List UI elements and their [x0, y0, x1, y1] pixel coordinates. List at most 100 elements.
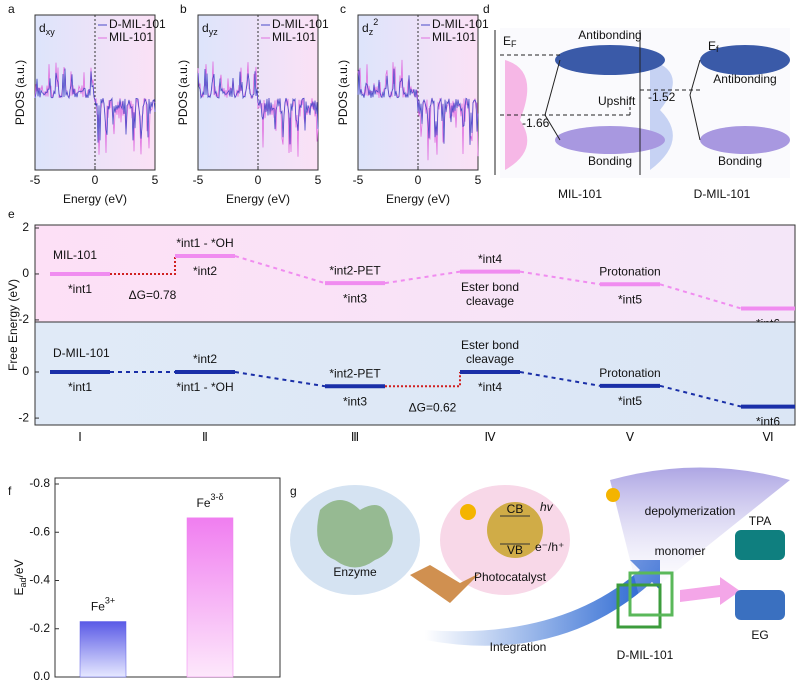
bar-label-base: Fe	[196, 496, 210, 510]
level-label: *int1	[68, 380, 92, 394]
ef-label: EF	[503, 34, 517, 49]
level-label: *int2	[193, 352, 217, 366]
level-label: Ester bond	[461, 338, 519, 352]
y-axis-title-base: E	[12, 588, 26, 596]
legend-label: D-MIL-101	[432, 17, 489, 31]
pdos-curve	[197, 69, 319, 145]
bar-label: Fe3-δ	[196, 492, 223, 510]
delta-g-label: ΔG=0.78	[129, 288, 177, 302]
orbital-label: dxy	[39, 21, 55, 37]
sun	[460, 504, 476, 520]
level-label: *int3	[343, 394, 367, 408]
orbital-label-sub: z	[369, 27, 374, 37]
x-tick-label: 0	[255, 173, 262, 187]
cb-label: CB	[507, 502, 524, 516]
antibonding-label: Antibonding	[578, 28, 641, 42]
y-tick-label: -2	[18, 312, 29, 326]
x-tick-label: 0	[415, 173, 422, 187]
monomer-label: monomer	[655, 544, 706, 558]
integration-label: Integration	[490, 640, 547, 654]
pdos-curve	[34, 68, 156, 143]
x-tick-label: -5	[30, 173, 41, 187]
x-axis-title: Energy (eV)	[386, 192, 450, 206]
connector	[519, 371, 601, 387]
connector	[234, 371, 326, 388]
panel-label: e	[8, 207, 15, 221]
level-label: *int5	[618, 292, 642, 306]
bond-right	[700, 126, 790, 154]
panel-label: f	[8, 484, 12, 498]
panel-label: b	[180, 2, 187, 16]
x-tick-label: Ⅰ	[78, 430, 82, 444]
y-axis-title: PDOS (a.u.)	[13, 60, 27, 125]
bar-label-sup: 3+	[105, 596, 115, 606]
level-label: *int4	[478, 252, 502, 266]
y-tick-label: -0.2	[29, 621, 50, 635]
y-tick-label: -0.4	[29, 573, 50, 587]
x-tick-label: -5	[193, 173, 204, 187]
x-axis-title: Energy (eV)	[63, 192, 127, 206]
y-tick-label: -2	[18, 410, 29, 424]
x-tick-label: Ⅳ	[484, 430, 495, 444]
plot-area	[34, 224, 796, 323]
orbital-label-sub: yz	[209, 27, 219, 37]
orbital-label-sub: xy	[46, 27, 56, 37]
ef-label: Ef	[708, 39, 719, 54]
material-label: D-MIL-101	[694, 187, 751, 201]
x-tick-label: 5	[315, 173, 322, 187]
legend-label: MIL-101	[109, 30, 153, 44]
antibonding-label: Antibonding	[713, 72, 776, 86]
material-label: MIL-101	[558, 187, 602, 201]
y-tick-label: -0.6	[29, 524, 50, 538]
y-axis-title-tail: /eV	[12, 559, 26, 577]
center-label: -1.66	[522, 116, 550, 130]
bar-label: Fe3+	[91, 596, 115, 614]
level-label: cleavage	[466, 352, 514, 366]
panel-label: a	[8, 2, 15, 16]
bar	[79, 621, 127, 678]
legend-label: MIL-101	[272, 30, 316, 44]
level-label: Ester bond	[461, 280, 519, 294]
level-label: cleavage	[466, 294, 514, 308]
delta-g-connector	[385, 372, 461, 388]
framework-label: D-MIL-101	[617, 648, 674, 662]
tpa-icon	[735, 530, 785, 560]
pdos-curve	[357, 59, 479, 161]
y-tick-label: 0.0	[33, 669, 50, 683]
ef: E	[708, 39, 716, 53]
integration-arrow	[425, 560, 660, 646]
orbital-label: dyz	[202, 21, 218, 37]
legend-label: D-MIL-101	[109, 17, 166, 31]
panel-label: c	[340, 2, 346, 16]
enzyme-label: Enzyme	[333, 565, 377, 579]
delta-g-connector	[110, 256, 176, 275]
enzyme-icon	[317, 500, 393, 568]
mof-cube	[628, 571, 674, 617]
panel-label: d	[483, 2, 490, 16]
level-label: *int2-PET	[329, 366, 381, 380]
legend-label: D-MIL-101	[272, 17, 329, 31]
bar	[186, 517, 234, 678]
y-axis-title: PDOS (a.u.)	[336, 60, 350, 125]
eg-icon	[735, 590, 785, 620]
sun	[606, 488, 620, 502]
bar-label-base: Fe	[91, 600, 105, 614]
orbital-label: dz2	[362, 17, 378, 37]
orbital-line	[689, 59, 701, 141]
level-label: Protonation	[599, 264, 660, 278]
connector	[659, 384, 742, 408]
level-label: *int1 - *OH	[176, 236, 233, 250]
level-label: *int4	[478, 380, 502, 394]
cone	[610, 467, 790, 600]
connector	[519, 270, 601, 286]
x-tick-label: Ⅱ	[202, 430, 208, 444]
handshake	[410, 565, 480, 603]
orbital-label-base: d	[202, 21, 209, 35]
photocatalyst-label: Photocatalyst	[474, 570, 547, 584]
y-axis-title: PDOS (a.u.)	[176, 60, 190, 125]
x-tick-label: 5	[152, 173, 159, 187]
panel-g: Enzyme Photocatalyst CB VB hv e⁻/h⁺ depo…	[290, 467, 790, 662]
upshift-label: Upshift	[598, 94, 636, 108]
level-label: *int2	[193, 264, 217, 278]
